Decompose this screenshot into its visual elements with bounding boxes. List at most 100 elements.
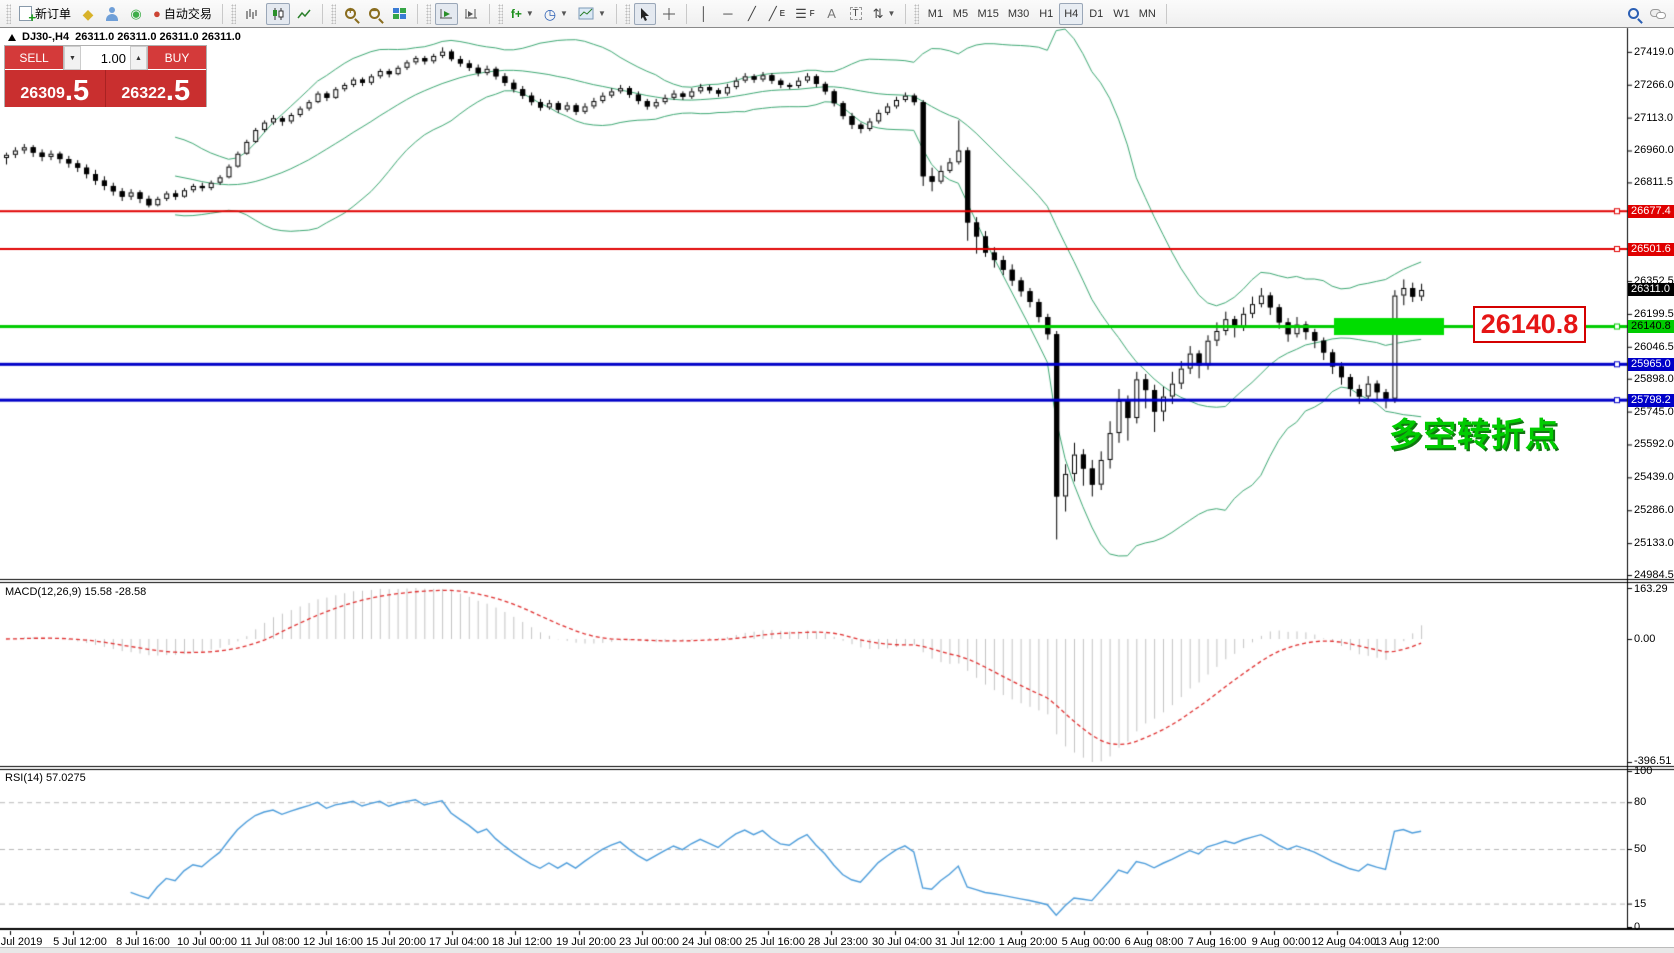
time-axis-label: 12 Aug 04:00 [1311, 936, 1377, 948]
community-button[interactable] [101, 3, 123, 25]
text-label-button[interactable]: T [845, 3, 867, 25]
time-axis-label: 19 Jul 20:00 [556, 936, 616, 948]
macd-axis-label: -396.51 [1634, 755, 1672, 767]
price-tick-label: 24984.5 [1634, 569, 1674, 582]
fibonacci-button[interactable]: ☰ F [795, 5, 815, 21]
volume-increase-button[interactable]: ▲ [130, 46, 147, 70]
text-button[interactable]: A [821, 3, 843, 25]
signals-button[interactable]: ◉ [125, 3, 147, 25]
clock-icon: ◷ [543, 5, 557, 22]
tile-windows-button[interactable] [388, 3, 411, 25]
chat-icon [1650, 8, 1666, 20]
arrows-icon: ⇅ [872, 5, 884, 21]
one-click-trading-panel: SELL ▼ 1.00 ▲ BUY 26309 .5 26322 .5 [4, 45, 207, 107]
rsi-axis-label: 80 [1634, 796, 1647, 809]
chart-shift-button[interactable] [460, 3, 483, 25]
price-tick-label: 25286.0 [1634, 504, 1674, 517]
time-axis-label: 24 Jul 08:00 [682, 936, 742, 948]
text-label-icon: T [849, 7, 862, 20]
bar-chart-button[interactable] [240, 3, 264, 25]
signal-icon: ◉ [130, 6, 142, 21]
templates-button[interactable]: ▼ [574, 3, 610, 25]
equidistant-channel-button[interactable]: ╱ E [768, 5, 786, 21]
chart-shift-icon [464, 9, 477, 19]
sell-price[interactable]: 26309 .5 [5, 70, 106, 107]
macd-axis-label: 163.29 [1634, 583, 1668, 595]
time-axis-label: 31 Jul 12:00 [935, 936, 995, 948]
toolbar-drag-handle[interactable] [6, 3, 11, 24]
timeframe-w1[interactable]: W1 [1113, 7, 1130, 20]
gold-icon: ◆ [82, 5, 94, 22]
rsi-axis-label: 0 [1634, 921, 1641, 933]
horizontal-line-button[interactable]: ─ [717, 3, 739, 25]
toolbar: + 新订单 ◆ ◉ ● 自动交易 + − [0, 0, 1674, 28]
line-chart-icon [297, 9, 311, 18]
search-button[interactable] [1622, 3, 1644, 25]
price-tick-label: 26199.5 [1634, 307, 1674, 320]
symbol-period: DJ30-,H4 [22, 31, 70, 43]
timeframe-m15[interactable]: M15 [977, 7, 999, 20]
sell-button[interactable]: SELL [5, 46, 63, 70]
time-axis-label: 28 Jul 23:00 [808, 936, 868, 948]
vertical-line-button[interactable]: │ [693, 3, 715, 25]
buy-price[interactable]: 26322 .5 [105, 70, 206, 107]
time-axis-label: 25 Jul 16:00 [745, 936, 805, 948]
arrows-button[interactable]: ⇅ ▼ [869, 3, 900, 25]
periods-button[interactable]: ◷ ▼ [540, 3, 572, 25]
line-chart-button[interactable] [292, 3, 316, 25]
macd-indicator-label: MACD(12,26,9) 15.58 -28.58 [5, 586, 147, 598]
tile-windows-icon [392, 8, 406, 19]
timeframe-m5[interactable]: M5 [952, 7, 969, 20]
time-axis-label: 4 Jul 2019 [0, 936, 43, 948]
crosshair-button[interactable] [658, 3, 680, 25]
cursor-icon [640, 7, 649, 21]
chart-annotation-text[interactable]: 多空转折点 [1389, 416, 1559, 453]
auto-scroll-button[interactable] [434, 2, 458, 25]
buy-button[interactable]: BUY [148, 46, 206, 70]
timeframe-h4[interactable]: H4 [1059, 2, 1084, 25]
timeframe-m1[interactable]: M1 [927, 7, 944, 20]
time-axis-label: 7 Aug 16:00 [1187, 936, 1247, 948]
collapse-triangle-icon[interactable] [8, 33, 16, 41]
horizontal-line-icon: ─ [723, 6, 733, 21]
metaeditor-button[interactable]: ◆ [77, 3, 99, 25]
zoom-in-button[interactable]: + [340, 3, 362, 25]
volume-decrease-button[interactable]: ▼ [64, 46, 81, 70]
template-icon [578, 7, 594, 20]
trendline-button[interactable]: ╱ [741, 3, 763, 25]
auto-trading-button[interactable]: ● 自动交易 [149, 3, 216, 25]
ohlc-values: 26311.0 26311.0 26311.0 26311.0 [75, 31, 241, 43]
chat-button[interactable] [1646, 3, 1670, 25]
price-tick-label: 25439.0 [1634, 471, 1674, 484]
auto-trading-icon: ● [153, 6, 161, 21]
new-order-button[interactable]: + 新订单 [15, 3, 75, 25]
indicators-button[interactable]: f+ ▼ [507, 3, 538, 25]
price-tick-label: 25592.0 [1634, 438, 1674, 451]
price-tick-label: 27266.0 [1634, 78, 1674, 91]
volume-stepper: ▼ 1.00 ▲ [63, 46, 148, 70]
price-line-badge: 26140.8 [1628, 320, 1674, 334]
cursor-button[interactable] [633, 2, 656, 25]
timeframe-m30[interactable]: M30 [1007, 7, 1030, 20]
zoom-out-button[interactable]: − [364, 3, 386, 25]
rsi-indicator-label: RSI(14) 57.0275 [5, 772, 86, 784]
candlestick-chart-button[interactable] [265, 2, 290, 25]
time-axis-label: 13 Aug 12:00 [1374, 936, 1440, 948]
price-tick-label: 26811.5 [1634, 176, 1673, 189]
time-axis-label: 5 Aug 00:00 [1061, 936, 1121, 948]
time-axis-label: 23 Jul 00:00 [619, 936, 679, 948]
macd-axis-label: 0.00 [1634, 633, 1656, 645]
timeframe-d1[interactable]: D1 [1089, 7, 1104, 20]
timeframe-h1[interactable]: H1 [1039, 7, 1054, 20]
chevron-down-icon: ▼ [560, 9, 568, 18]
time-axis-label: 18 Jul 12:00 [492, 936, 552, 948]
price-callout-label[interactable]: 26140.8 [1473, 306, 1586, 343]
auto-trading-label: 自动交易 [163, 7, 212, 21]
timeframe-mn[interactable]: MN [1138, 7, 1156, 20]
time-axis-label: 9 Aug 00:00 [1251, 936, 1311, 948]
time-axis-label: 6 Aug 08:00 [1124, 936, 1184, 948]
volume-input[interactable]: 1.00 [100, 50, 126, 66]
price-tick-label: 25745.0 [1634, 405, 1674, 418]
price-tick-label: 25133.0 [1634, 537, 1674, 550]
